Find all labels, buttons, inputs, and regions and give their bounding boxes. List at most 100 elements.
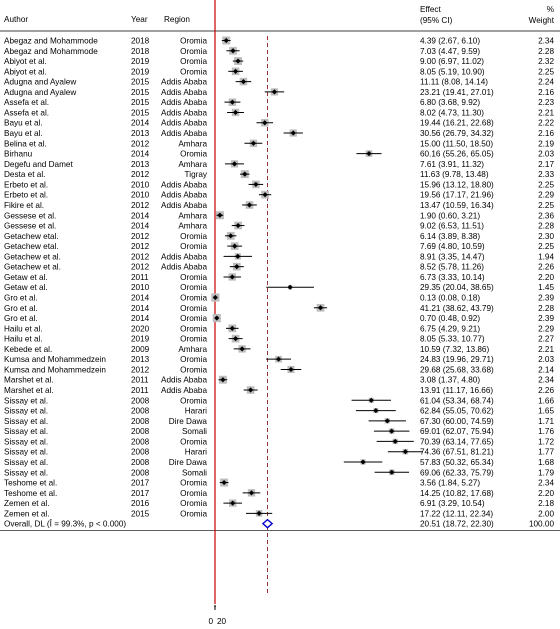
- study-year: 2012: [131, 232, 150, 241]
- study-author: Adugna and Ayalew: [4, 78, 76, 87]
- study-author: Adugna and Ayalew: [4, 88, 76, 97]
- study-year: 2012: [131, 252, 150, 261]
- study-ci: 9.00 (6.97, 11.02): [420, 57, 484, 66]
- study-ci: 6.73 (3.33, 10.14): [420, 273, 485, 282]
- plot-marks: [211, 0, 423, 604]
- study-weight: 2.25: [538, 242, 554, 251]
- study-region: Oromia: [180, 365, 207, 374]
- study-region: Oromia: [180, 489, 207, 498]
- overall-ci: 20.51 (18.72, 22.30): [420, 520, 494, 529]
- study-author: Hailu et al.: [4, 324, 43, 333]
- study-ci: 7.03 (4.47, 9.59): [420, 47, 480, 56]
- study-ci: 11.63 (9.78, 13.48): [420, 170, 489, 179]
- study-ci: 13.91 (11.17, 16.66): [420, 386, 493, 395]
- study-region: Oromia: [180, 499, 207, 508]
- study-ci: 8.05 (5.19, 10.90): [420, 67, 485, 76]
- study-region: Tigray: [185, 170, 208, 179]
- study-year: 2015: [131, 78, 150, 87]
- study-region: Oromia: [180, 57, 207, 66]
- study-weight: 1.66: [538, 396, 554, 405]
- study-region: Oromia: [180, 479, 207, 488]
- study-ci: 0.13 (0.08, 0.18): [420, 294, 480, 303]
- study-weight: 2.33: [538, 170, 554, 179]
- point-estimate: [240, 79, 247, 85]
- point-estimate: [235, 253, 241, 259]
- point-estimate: [217, 212, 223, 218]
- header-author: Author: [4, 15, 28, 24]
- point-estimate: [287, 284, 293, 290]
- study-ci: 9.02 (6.53, 11.51): [420, 222, 484, 231]
- study-region: Oromia: [180, 47, 207, 56]
- study-region: Addis Ababa: [161, 263, 207, 272]
- study-ci: 41.21 (38.62, 43.79): [420, 304, 494, 313]
- study-ci: 6.80 (3.68, 9.92): [420, 98, 480, 107]
- study-year: 2012: [131, 201, 150, 210]
- study-author: Gro et al.: [4, 314, 38, 323]
- study-weight: 2.21: [538, 345, 554, 354]
- study-region: Harari: [185, 448, 207, 457]
- study-year: 2008: [131, 417, 150, 426]
- point-estimate: [212, 294, 218, 301]
- point-estimate: [392, 438, 398, 445]
- study-weight: 2.16: [538, 129, 554, 138]
- study-weight: 1.77: [538, 448, 554, 457]
- point-estimate: [232, 243, 238, 249]
- study-region: Addis Ababa: [161, 129, 207, 138]
- study-year: 2014: [131, 150, 150, 159]
- study-weight: 1.76: [538, 427, 554, 436]
- study-ci: 6.14 (3.89, 8.38): [420, 232, 480, 241]
- study-year: 2019: [131, 67, 150, 76]
- study-author: Assefa et al.: [4, 98, 49, 107]
- study-region: Amhara: [178, 222, 207, 231]
- study-ci: 8.02 (4.73, 11.30): [420, 108, 484, 117]
- study-weight: 2.36: [538, 211, 554, 220]
- header-year: Year: [131, 15, 148, 24]
- study-year: 2014: [131, 294, 150, 303]
- study-region: Oromia: [180, 304, 207, 313]
- point-estimate: [275, 356, 282, 362]
- study-ci: 57.83 (50.32, 65.34): [420, 458, 494, 467]
- overall-label: Overall, DL (Î = 99.3%, p < 0.000): [4, 519, 126, 529]
- study-ci: 8.05 (5.33, 10.77): [420, 335, 485, 344]
- study-region: Addis Ababa: [161, 98, 207, 107]
- study-weight: 2.28: [538, 47, 554, 56]
- study-year: 2014: [131, 222, 150, 231]
- x-axis: 0 20: [208, 605, 227, 626]
- study-ci: 6.75 (4.29, 9.21): [420, 324, 480, 333]
- point-estimate: [248, 387, 254, 393]
- study-region: Oromia: [180, 509, 207, 518]
- study-weight: 2.23: [538, 98, 554, 107]
- study-year: 2017: [131, 489, 150, 498]
- study-author: Erbeto et al.: [4, 191, 48, 200]
- study-region: Oromia: [180, 396, 207, 405]
- study-weight: 2.34: [538, 376, 554, 385]
- study-region: Addis Ababa: [161, 78, 207, 87]
- study-year: 2017: [131, 479, 150, 488]
- study-weight: 2.34: [538, 37, 554, 46]
- study-year: 2018: [131, 47, 150, 56]
- study-region: Oromia: [180, 37, 207, 46]
- study-author: Teshome et al.: [4, 489, 57, 498]
- point-estimate: [271, 89, 278, 95]
- study-ci: 15.96 (13.12, 18.80): [420, 180, 494, 189]
- study-region: Oromia: [180, 314, 207, 323]
- point-estimate: [229, 274, 235, 280]
- header-effect: Effect: [420, 5, 442, 14]
- study-year: 2011: [131, 376, 149, 385]
- point-estimate: [229, 325, 235, 331]
- study-author: Gro et al.: [4, 304, 38, 313]
- study-author: Desta et al.: [4, 170, 45, 179]
- axis-tick-label: 0: [208, 617, 213, 626]
- study-ci: 19.44 (16.21, 22.68): [420, 119, 494, 128]
- study-region: Amhara: [178, 160, 207, 169]
- study-ci: 74.36 (67.51, 81.21): [420, 448, 494, 457]
- point-estimate: [230, 500, 236, 506]
- study-ci: 23.21 (19.41, 27.01): [420, 88, 494, 97]
- study-region: Addis Ababa: [161, 201, 207, 210]
- study-region: Oromia: [180, 355, 207, 364]
- study-year: 2014: [131, 314, 150, 323]
- study-weight: 2.22: [538, 119, 554, 128]
- study-weight: 2.26: [538, 386, 554, 395]
- study-ci: 60.16 (55.26, 65.05): [420, 150, 494, 159]
- study-region: Dire Dawa: [169, 458, 208, 467]
